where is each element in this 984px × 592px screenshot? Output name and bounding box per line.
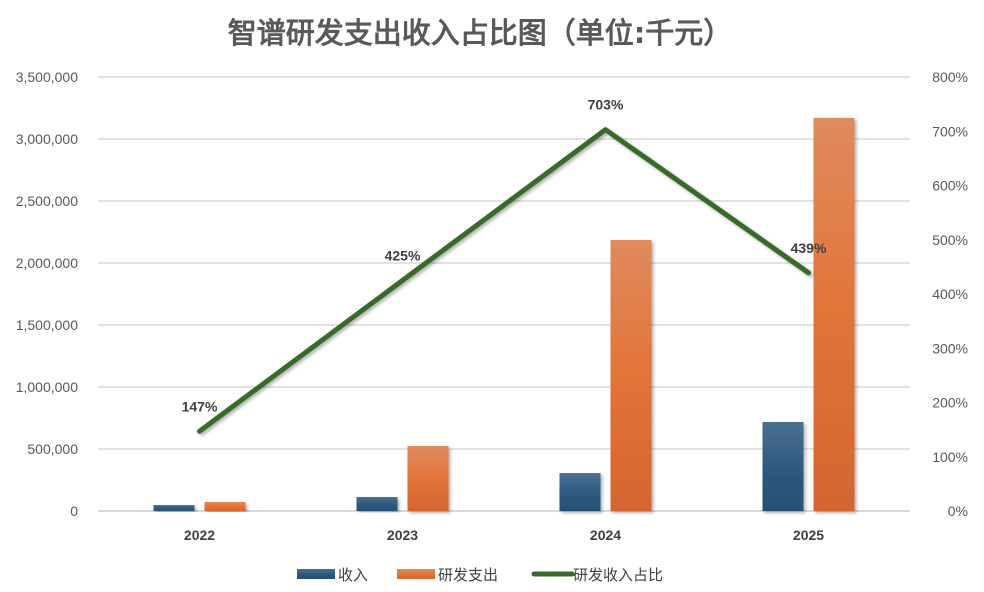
chart-title: 智谱研发支出收入占比图（单位:千元） <box>227 16 733 50</box>
left-axis-tick: 3,500,000 <box>16 69 78 85</box>
data-label-ratio: 147% <box>182 398 218 414</box>
bar-rd-expense <box>813 117 855 512</box>
right-axis-tick: 200% <box>932 395 968 411</box>
left-axis-tick: 2,500,000 <box>16 193 78 209</box>
left-axis-tick: 3,000,000 <box>16 131 78 147</box>
left-axis-tick: 1,500,000 <box>16 317 78 333</box>
right-axis-tick: 400% <box>932 286 968 302</box>
right-axis-tick: 300% <box>932 340 968 356</box>
right-axis-tick: 600% <box>932 178 968 194</box>
category-label: 2024 <box>590 527 621 543</box>
category-label: 2022 <box>184 527 215 543</box>
bar-rd-expense <box>407 446 449 511</box>
bar-rd-expense <box>204 501 246 511</box>
bar-revenue <box>559 473 601 511</box>
bar-revenue <box>356 496 398 511</box>
data-label-ratio: 439% <box>791 240 827 256</box>
bar-rd-expense <box>610 239 652 511</box>
left-axis-tick: 500,000 <box>27 441 78 457</box>
right-axis-tick: 800% <box>932 69 968 85</box>
right-axis-tick: 100% <box>932 449 968 465</box>
right-axis-tick: 700% <box>932 123 968 139</box>
legend-swatch-revenue <box>297 569 335 579</box>
legend-label-rd-expense: 研发支出 <box>438 566 498 584</box>
legend-label-revenue: 收入 <box>338 566 368 584</box>
data-label-ratio: 425% <box>385 247 421 263</box>
category-label: 2025 <box>793 527 824 543</box>
left-axis-tick: 0 <box>70 503 78 519</box>
line-rd-ratio <box>197 127 811 434</box>
data-label-ratio: 703% <box>588 97 624 113</box>
bar-revenue <box>762 421 804 511</box>
legend-label-rd-ratio: 研发收入占比 <box>573 566 663 584</box>
left-axis-tick: 1,000,000 <box>16 379 78 395</box>
category-label: 2023 <box>387 527 418 543</box>
right-axis-tick: 0% <box>948 503 968 519</box>
right-axis-tick: 500% <box>932 232 968 248</box>
left-axis-tick: 2,000,000 <box>16 255 78 271</box>
legend-swatch-rd-expense <box>397 569 435 579</box>
bar-revenue <box>153 505 195 511</box>
